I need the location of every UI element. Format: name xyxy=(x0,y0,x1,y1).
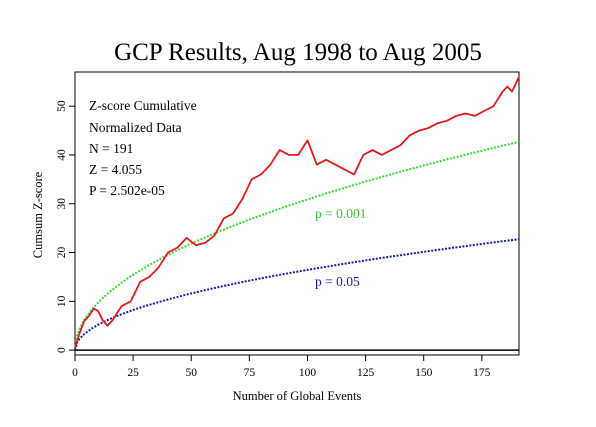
x-tick-label: 25 xyxy=(127,367,139,379)
y-tick-label: 40 xyxy=(56,149,68,161)
y-tick-label: 10 xyxy=(56,295,68,307)
annotation-line-2: Normalized Data xyxy=(89,120,182,135)
plot-frame xyxy=(74,71,520,356)
x-tick-label: 100 xyxy=(299,367,317,379)
label-p001: p = 0.001 xyxy=(315,206,367,221)
y-axis-label: Cumsum Z-score xyxy=(31,171,45,258)
y-tick-label: 30 xyxy=(56,198,68,210)
annotation-line-4: Z = 4.055 xyxy=(89,162,142,177)
y-axis: 0 10 20 30 40 50 xyxy=(56,100,75,353)
annotation-line-1: Z-score Cumulative xyxy=(89,98,197,113)
plot-area xyxy=(74,76,520,351)
x-tick-label: 0 xyxy=(72,367,78,379)
x-tick-label: 125 xyxy=(357,367,375,379)
y-tick-label: 50 xyxy=(56,100,68,112)
y-tick-label: 0 xyxy=(56,347,68,353)
x-tick-label: 150 xyxy=(415,367,433,379)
stats-annotation: Z-score Cumulative Normalized Data N = 1… xyxy=(89,98,197,198)
x-axis-label: Number of Global Events xyxy=(233,389,362,403)
y-tick-label: 20 xyxy=(56,247,68,259)
series-line-p001 xyxy=(74,140,520,351)
x-axis: 0 25 50 75 100 125 150 175 xyxy=(72,355,491,379)
annotation-line-5: P = 2.502e-05 xyxy=(89,183,165,198)
chart-title: GCP Results, Aug 1998 to Aug 2005 xyxy=(114,39,482,66)
label-p005: p = 0.05 xyxy=(315,274,360,289)
series-line-p005 xyxy=(74,238,520,351)
x-tick-label: 175 xyxy=(473,367,491,379)
series-line-cumulative-z xyxy=(74,76,520,348)
x-tick-label: 75 xyxy=(244,367,256,379)
x-tick-label: 50 xyxy=(185,367,197,379)
annotation-line-3: N = 191 xyxy=(89,141,133,156)
